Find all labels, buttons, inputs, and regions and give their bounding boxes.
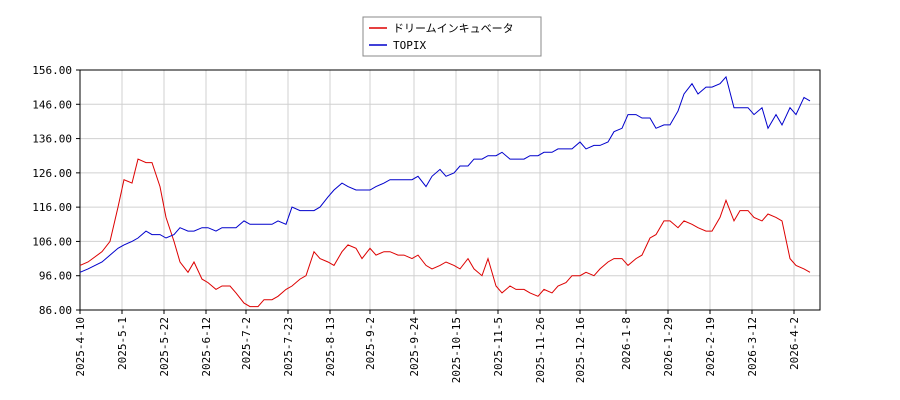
series-line bbox=[79, 158, 811, 308]
x-tick-label: 2025-6-12 bbox=[200, 317, 213, 377]
x-tick-label: 2026-1-8 bbox=[620, 317, 633, 370]
x-tick-label: 2025-7-23 bbox=[282, 317, 295, 377]
x-tick-label: 2025-4-10 bbox=[74, 317, 87, 377]
x-tick-label: 2025-8-13 bbox=[324, 317, 337, 377]
plot-frame bbox=[79, 69, 821, 311]
x-tick-label: 2026-4-2 bbox=[788, 317, 801, 370]
y-tick-label: 86.00 bbox=[39, 304, 72, 317]
x-tick-label: 2025-10-15 bbox=[450, 317, 463, 383]
x-tick-label: 2026-3-12 bbox=[746, 317, 759, 377]
x-tick-label: 2025-12-16 bbox=[574, 317, 587, 383]
legend-label: ドリームインキュベータ bbox=[393, 22, 514, 35]
series-line bbox=[79, 75, 811, 273]
legend-box bbox=[362, 16, 542, 57]
x-tick-label: 2026-2-19 bbox=[704, 317, 717, 377]
x-tick-label: 2025-9-2 bbox=[364, 317, 377, 370]
x-tick-label: 2025-5-22 bbox=[158, 317, 171, 377]
x-tick-label: 2025-7-2 bbox=[240, 317, 253, 370]
x-tick-label: 2026-1-29 bbox=[662, 317, 675, 377]
legend: ドリームインキュベータ TOPIX bbox=[362, 16, 542, 57]
y-tick-label: 136.00 bbox=[32, 133, 72, 146]
y-tick-label: 106.00 bbox=[32, 235, 72, 248]
x-tick-label: 2025-5-1 bbox=[116, 317, 129, 370]
y-tick-label: 156.00 bbox=[32, 64, 72, 77]
y-tick-label: 126.00 bbox=[32, 167, 72, 180]
legend-label: TOPIX bbox=[393, 39, 426, 52]
x-tick-label: 2025-11-26 bbox=[534, 317, 547, 383]
y-tick-label: 116.00 bbox=[32, 201, 72, 214]
y-tick-label: 146.00 bbox=[32, 98, 72, 111]
x-tick-label: 2025-9-24 bbox=[408, 317, 421, 377]
x-tick-label: 2025-11-5 bbox=[492, 317, 505, 377]
y-tick-label: 96.00 bbox=[39, 270, 72, 283]
